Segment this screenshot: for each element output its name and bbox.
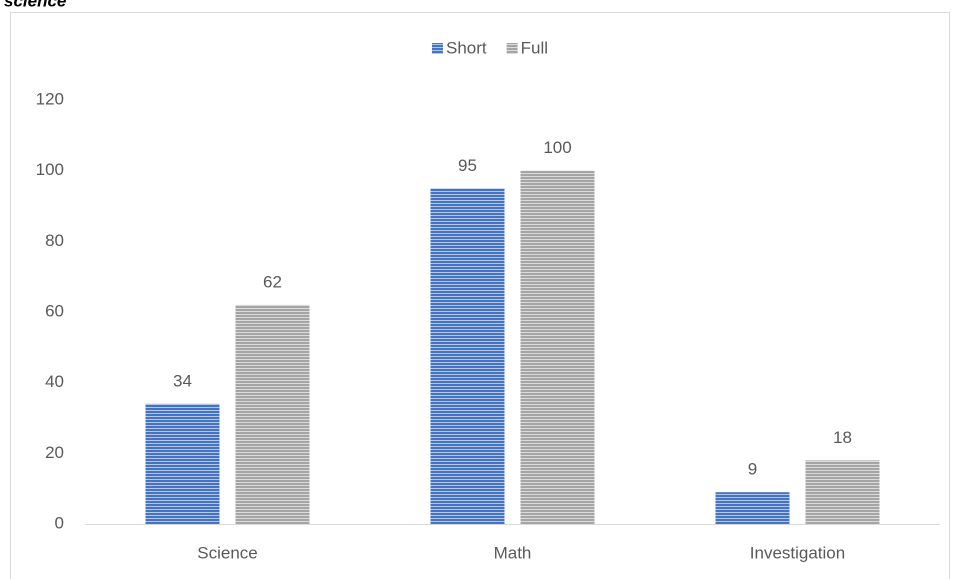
y-tick-label: 60 [45,301,64,320]
x-tick-label: Math [494,543,532,562]
legend-label: Full [521,38,548,57]
y-tick-label: 120 [36,89,64,108]
legend-label: Short [446,38,487,57]
chart-border [10,12,950,579]
bar [235,304,310,524]
legend: Short Full [431,38,548,57]
bar [520,170,595,524]
data-label: 9 [748,460,757,479]
bar [145,403,220,524]
y-tick-label: 0 [55,513,64,532]
y-tick-label: 20 [45,443,64,462]
caption: science [4,0,66,10]
x-tick-label: Science [197,543,257,562]
data-label: 34 [173,371,192,390]
data-label: 100 [543,138,571,157]
data-label: 95 [458,156,477,175]
y-tick-label: 80 [45,231,64,250]
bar [715,492,790,524]
data-label: 18 [833,428,852,447]
x-tick-label: Investigation [750,543,845,562]
bar [430,188,505,525]
bar [805,460,880,524]
y-tick-label: 40 [45,372,64,391]
legend-swatch [506,43,518,54]
data-label: 62 [263,272,282,291]
y-tick-label: 100 [36,160,64,179]
legend-swatch [431,43,443,54]
